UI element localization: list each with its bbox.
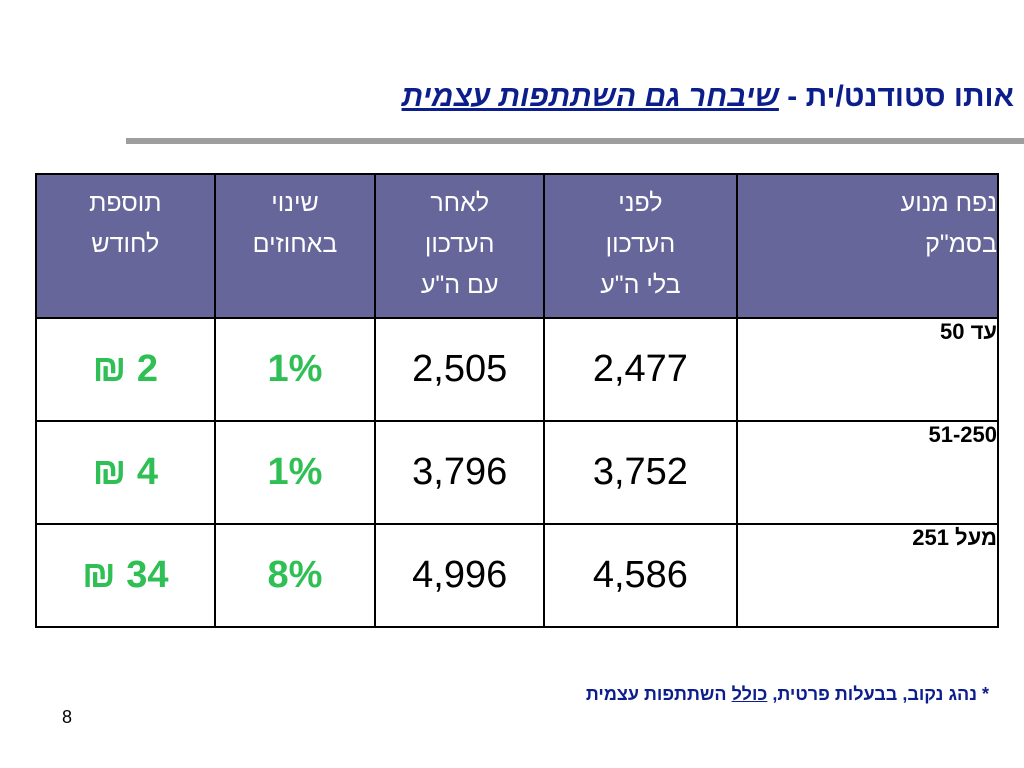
cell-monthly-addition: 34 ₪ <box>35 523 216 628</box>
header-engine-volume: נפח מנוע בסמ"ק <box>735 173 1000 319</box>
footnote-part1: * נהג נקוב, בבעלות פרטית, <box>767 684 989 704</box>
header-line: לפני <box>618 189 663 217</box>
cell-after-update: 3,796 <box>374 420 546 525</box>
footnote-underlined: כולל <box>731 684 768 704</box>
header-line: לאחר <box>430 189 490 217</box>
header-line: לחודש <box>91 230 160 258</box>
title-prefix: אותו סטודנט/ית - <box>778 80 1014 113</box>
header-line: שינוי <box>271 189 319 217</box>
header-percent-change: שינוי באחוזים <box>213 173 377 319</box>
cell-after-update: 4,996 <box>374 523 546 628</box>
slide-title: אותו סטודנט/ית - שיבחר גם השתתפות עצמית <box>402 80 1014 114</box>
header-monthly-addition: תוספת לחודש <box>35 173 216 319</box>
cell-monthly-addition: 2 ₪ <box>35 317 216 422</box>
header-line: עם ה"ע <box>420 271 499 299</box>
header-after-update: לאחר העדכון עם ה"ע <box>374 173 546 319</box>
header-line: העדכון <box>605 230 676 258</box>
cell-engine-volume: מעל 251 <box>735 523 1000 628</box>
table-header-row: נפח מנוע בסמ"ק לפני העדכון בלי ה"ע לאחר … <box>35 173 1000 319</box>
footnote-part2: השתתפות עצמית <box>585 684 732 704</box>
cell-after-update: 2,505 <box>374 317 546 422</box>
header-line: בסמ"ק <box>925 230 997 258</box>
table-row: עד 50 2,477 2,505 1% 2 ₪ <box>35 317 1000 422</box>
cell-percent-change: 1% <box>213 317 377 422</box>
cell-before-update: 3,752 <box>543 420 738 525</box>
insurance-table: נפח מנוע בסמ"ק לפני העדכון בלי ה"ע לאחר … <box>35 173 1000 628</box>
table-row: מעל 251 4,586 4,996 8% 34 ₪ <box>35 523 1000 628</box>
cell-engine-volume: 51-250 <box>735 420 1000 525</box>
header-line: באחוזים <box>252 230 338 258</box>
cell-before-update: 2,477 <box>543 317 738 422</box>
table-row: 51-250 3,752 3,796 1% 4 ₪ <box>35 420 1000 525</box>
header-before-update: לפני העדכון בלי ה"ע <box>543 173 738 319</box>
cell-monthly-addition: 4 ₪ <box>35 420 216 525</box>
cell-percent-change: 8% <box>213 523 377 628</box>
header-line: העדכון <box>424 230 495 258</box>
cell-before-update: 4,586 <box>543 523 738 628</box>
footnote: * נהג נקוב, בבעלות פרטית, כולל השתתפות ע… <box>586 684 989 705</box>
cell-engine-volume: עד 50 <box>735 317 1000 422</box>
header-line: נפח מנוע <box>900 189 997 217</box>
header-line: בלי ה"ע <box>600 271 681 299</box>
title-emphasis: שיבחר גם השתתפות עצמית <box>401 80 779 113</box>
title-underline-rule <box>126 138 1024 144</box>
page-number: 8 <box>62 707 73 727</box>
header-line: תוספת <box>89 189 162 217</box>
cell-percent-change: 1% <box>213 420 377 525</box>
